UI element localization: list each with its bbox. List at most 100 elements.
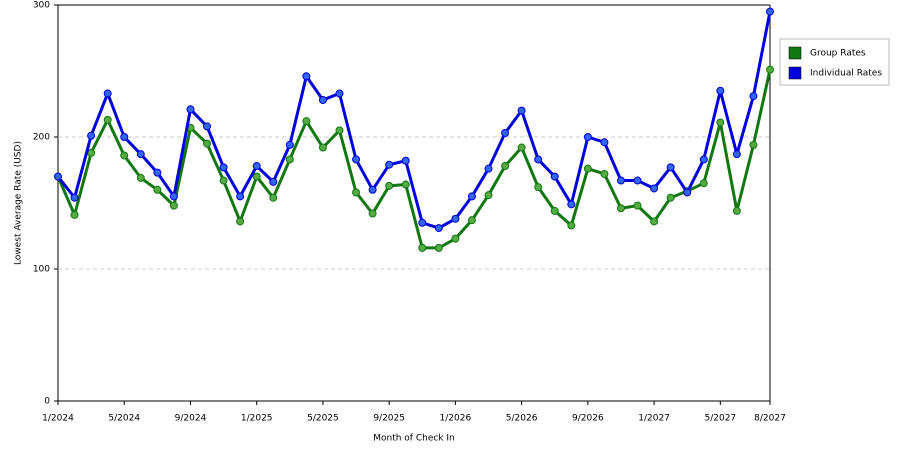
point [616, 176, 625, 185]
point [136, 173, 145, 182]
point [434, 243, 443, 252]
point [401, 180, 410, 189]
point [136, 150, 145, 159]
point [467, 216, 476, 225]
point [567, 200, 576, 209]
point [484, 191, 493, 200]
y-tick-label: 0 [44, 397, 50, 407]
point [352, 155, 361, 164]
point [285, 155, 294, 164]
x-tick-label: 1/2024 [42, 414, 74, 424]
point [203, 122, 212, 131]
point [203, 139, 212, 148]
point [87, 131, 96, 140]
point [153, 185, 162, 194]
point [368, 185, 377, 194]
x-tick-label: 9/2025 [373, 414, 405, 424]
point [418, 218, 427, 227]
point [534, 183, 543, 192]
x-tick-label: 5/2027 [704, 414, 736, 424]
point [699, 179, 708, 188]
point [583, 164, 592, 173]
x-tick-label: 5/2025 [307, 414, 339, 424]
point [633, 176, 642, 185]
x-tick-label: 9/2026 [572, 414, 604, 424]
point [219, 163, 228, 172]
point [501, 129, 510, 138]
point [534, 155, 543, 164]
point [616, 204, 625, 213]
legend-swatch [788, 46, 802, 60]
point [501, 162, 510, 171]
point [169, 192, 178, 201]
legend-label: Group Rates [810, 49, 866, 59]
point [70, 193, 79, 202]
point [600, 138, 609, 147]
y-tick-label: 100 [33, 265, 50, 275]
point [732, 206, 741, 215]
series-line [56, 69, 772, 250]
point [600, 169, 609, 178]
point [318, 143, 327, 152]
point [352, 188, 361, 197]
point [749, 92, 758, 101]
point [120, 151, 129, 160]
y-tick-label: 200 [33, 133, 50, 143]
point [633, 201, 642, 210]
point [186, 105, 195, 114]
point [335, 126, 344, 135]
point [54, 172, 62, 181]
point [434, 224, 443, 233]
point [269, 177, 278, 186]
point [650, 217, 659, 226]
point [517, 106, 526, 115]
point [766, 7, 774, 16]
point [418, 243, 427, 252]
legend-swatch [788, 66, 802, 80]
point [219, 176, 228, 185]
point [583, 133, 592, 141]
point [318, 96, 327, 105]
point [467, 192, 476, 201]
point [517, 143, 526, 152]
point [285, 140, 294, 149]
point [650, 184, 659, 193]
point [385, 160, 394, 169]
x-axis-label: Month of Check In [373, 434, 455, 444]
point [550, 206, 559, 215]
point [335, 89, 344, 98]
point [749, 140, 758, 149]
point [683, 188, 692, 197]
x-tick-label: 1/2027 [638, 414, 670, 424]
point [103, 115, 112, 124]
point [732, 150, 741, 159]
x-tick-label: 5/2024 [108, 414, 140, 424]
y-tick-label: 300 [33, 1, 50, 11]
point [252, 172, 261, 181]
legend-label: Individual Rates [810, 69, 882, 79]
point [716, 86, 725, 95]
point [236, 192, 245, 201]
point [236, 217, 245, 226]
point [766, 65, 774, 74]
x-tick-label: 1/2026 [440, 414, 472, 424]
x-tick-label: 8/2027 [754, 414, 786, 424]
point [666, 193, 675, 202]
point [252, 162, 261, 171]
point [302, 72, 311, 81]
point [666, 163, 675, 172]
point [103, 89, 112, 98]
point [716, 118, 725, 127]
point [368, 209, 377, 218]
x-tick-label: 1/2025 [241, 414, 273, 424]
point [699, 155, 708, 164]
point [302, 117, 311, 126]
point [169, 201, 178, 210]
point [70, 210, 79, 219]
point [120, 133, 129, 141]
x-tick-label: 5/2026 [506, 414, 538, 424]
x-tick-label: 9/2024 [175, 414, 207, 424]
point [451, 234, 460, 243]
point [401, 156, 410, 165]
point [153, 168, 162, 177]
